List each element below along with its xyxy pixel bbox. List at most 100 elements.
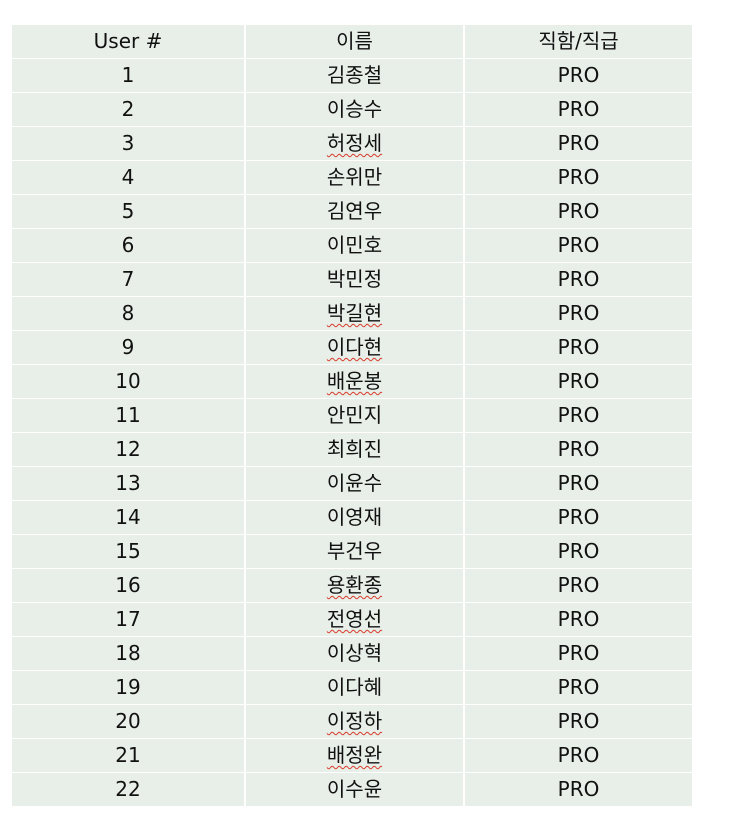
table-row: 10 배운봉 PRO bbox=[12, 364, 692, 399]
user-number-cell: 20 bbox=[12, 704, 246, 739]
name-cell: 안민지 bbox=[245, 398, 465, 433]
name-cell: 이다혜 bbox=[245, 670, 465, 705]
table-row: 7 박민정 PRO bbox=[12, 262, 692, 297]
table-row: 2 이승수 PRO bbox=[12, 92, 692, 127]
name-cell: 허정세 bbox=[245, 126, 465, 161]
title-cell: PRO bbox=[464, 330, 692, 365]
title-cell: PRO bbox=[464, 704, 692, 739]
user-number-cell: 4 bbox=[12, 160, 246, 195]
table-row: 22 이수윤 PRO bbox=[12, 772, 692, 807]
user-number-cell: 16 bbox=[12, 568, 246, 603]
user-number-cell: 21 bbox=[12, 738, 246, 773]
name-cell: 이상혁 bbox=[245, 636, 465, 671]
name-text: 이영재 bbox=[326, 505, 383, 529]
name-text: 이다혜 bbox=[326, 675, 383, 699]
table-row: 17 전영선 PRO bbox=[12, 602, 692, 637]
title-cell: PRO bbox=[464, 160, 692, 195]
user-table: User # 이름 직함/직급 1 김종철 PRO 2 이승수 PRO 3 허정세 PRO 4 손위… bbox=[12, 25, 692, 807]
table-row: 3 허정세 PRO bbox=[12, 126, 692, 161]
name-cell: 김연우 bbox=[245, 194, 465, 229]
name-text-spellcheck-flagged: 배정완 bbox=[326, 743, 383, 767]
user-number-cell: 5 bbox=[12, 194, 246, 229]
user-number-cell: 19 bbox=[12, 670, 246, 705]
table-row: 12 최희진 PRO bbox=[12, 432, 692, 467]
name-text: 부건우 bbox=[326, 539, 383, 563]
title-cell: PRO bbox=[464, 534, 692, 569]
title-cell: PRO bbox=[464, 194, 692, 229]
title-cell: PRO bbox=[464, 670, 692, 705]
header-row: User # 이름 직함/직급 bbox=[12, 25, 692, 59]
user-number-cell: 22 bbox=[12, 772, 246, 807]
user-number-cell: 7 bbox=[12, 262, 246, 297]
name-cell: 이승수 bbox=[245, 92, 465, 127]
user-number-cell: 14 bbox=[12, 500, 246, 535]
title-cell: PRO bbox=[464, 602, 692, 637]
table-header: User # 이름 직함/직급 bbox=[12, 25, 692, 59]
table-row: 13 이윤수 PRO bbox=[12, 466, 692, 501]
name-text: 이윤수 bbox=[326, 471, 383, 495]
name-text: 최희진 bbox=[326, 437, 383, 461]
name-text-spellcheck-flagged: 이다현 bbox=[326, 335, 383, 359]
name-cell: 최희진 bbox=[245, 432, 465, 467]
user-number-cell: 11 bbox=[12, 398, 246, 433]
header-title: 직함/직급 bbox=[464, 25, 692, 59]
name-cell: 박길현 bbox=[245, 296, 465, 331]
name-cell: 이영재 bbox=[245, 500, 465, 535]
name-text: 손위만 bbox=[326, 165, 383, 189]
title-cell: PRO bbox=[464, 58, 692, 93]
title-cell: PRO bbox=[464, 568, 692, 603]
header-user-number: User # bbox=[12, 25, 246, 59]
title-cell: PRO bbox=[464, 738, 692, 773]
user-number-cell: 3 bbox=[12, 126, 246, 161]
table-row: 19 이다혜 PRO bbox=[12, 670, 692, 705]
name-text: 이수윤 bbox=[326, 777, 383, 801]
table-row: 15 부건우 PRO bbox=[12, 534, 692, 569]
name-text: 박민정 bbox=[326, 267, 383, 291]
title-cell: PRO bbox=[464, 398, 692, 433]
user-number-cell: 8 bbox=[12, 296, 246, 331]
name-text-spellcheck-flagged: 허정세 bbox=[326, 131, 383, 155]
name-text-spellcheck-flagged: 전영선 bbox=[326, 607, 383, 631]
table-row: 1 김종철 PRO bbox=[12, 58, 692, 93]
table-row: 11 안민지 PRO bbox=[12, 398, 692, 433]
table-row: 9 이다현 PRO bbox=[12, 330, 692, 365]
name-cell: 용환종 bbox=[245, 568, 465, 603]
user-number-cell: 9 bbox=[12, 330, 246, 365]
table-row: 18 이상혁 PRO bbox=[12, 636, 692, 671]
user-number-cell: 6 bbox=[12, 228, 246, 263]
name-text: 이민호 bbox=[326, 233, 383, 257]
header-name: 이름 bbox=[245, 25, 465, 59]
name-text-spellcheck-flagged: 용환종 bbox=[326, 573, 383, 597]
table-row: 6 이민호 PRO bbox=[12, 228, 692, 263]
title-cell: PRO bbox=[464, 364, 692, 399]
name-text: 김연우 bbox=[326, 199, 383, 223]
name-text: 이상혁 bbox=[326, 641, 383, 665]
table-row: 14 이영재 PRO bbox=[12, 500, 692, 535]
name-cell: 이민호 bbox=[245, 228, 465, 263]
table-row: 21 배정완 PRO bbox=[12, 738, 692, 773]
name-cell: 이윤수 bbox=[245, 466, 465, 501]
name-text-spellcheck-flagged: 박길현 bbox=[326, 301, 383, 325]
name-cell: 배정완 bbox=[245, 738, 465, 773]
user-number-cell: 18 bbox=[12, 636, 246, 671]
name-cell: 전영선 bbox=[245, 602, 465, 637]
user-number-cell: 13 bbox=[12, 466, 246, 501]
name-cell: 이수윤 bbox=[245, 772, 465, 807]
table-row: 16 용환종 PRO bbox=[12, 568, 692, 603]
table-row: 5 김연우 PRO bbox=[12, 194, 692, 229]
table-row: 20 이정하 PRO bbox=[12, 704, 692, 739]
name-text: 안민지 bbox=[326, 403, 383, 427]
title-cell: PRO bbox=[464, 432, 692, 467]
table-row: 8 박길현 PRO bbox=[12, 296, 692, 331]
title-cell: PRO bbox=[464, 228, 692, 263]
name-cell: 배운봉 bbox=[245, 364, 465, 399]
title-cell: PRO bbox=[464, 126, 692, 161]
name-cell: 이다현 bbox=[245, 330, 465, 365]
name-text-spellcheck-flagged: 이정하 bbox=[326, 709, 383, 733]
name-cell: 박민정 bbox=[245, 262, 465, 297]
name-cell: 손위만 bbox=[245, 160, 465, 195]
table-body: 1 김종철 PRO 2 이승수 PRO 3 허정세 PRO 4 손위만 PRO 5 김연우 PRO 6 이민호 P… bbox=[12, 58, 692, 807]
name-cell: 이정하 bbox=[245, 704, 465, 739]
title-cell: PRO bbox=[464, 772, 692, 807]
title-cell: PRO bbox=[464, 500, 692, 535]
